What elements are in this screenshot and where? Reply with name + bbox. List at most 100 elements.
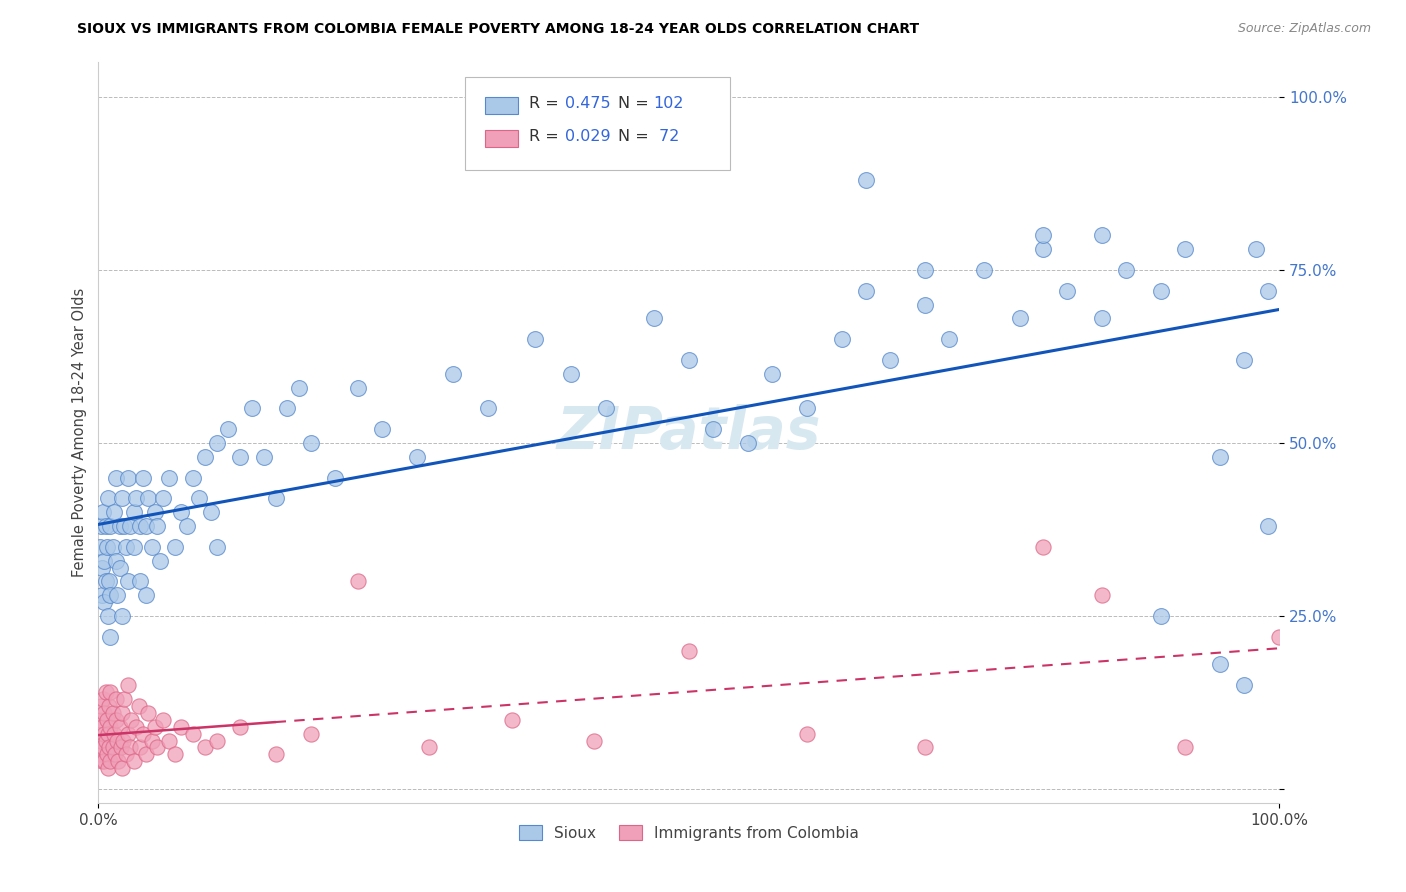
Point <box>1115 263 1137 277</box>
Point <box>125 720 148 734</box>
Point <box>94 733 117 747</box>
Point <box>90 733 112 747</box>
Point <box>583 733 606 747</box>
Point <box>136 706 159 720</box>
Point <box>1032 540 1054 554</box>
Point <box>112 519 135 533</box>
Point <box>89 540 111 554</box>
Point <box>97 609 120 624</box>
Point <box>143 505 166 519</box>
Point <box>91 740 114 755</box>
Point <box>122 754 145 768</box>
Point <box>501 713 523 727</box>
Point <box>276 401 298 416</box>
Point <box>831 332 853 346</box>
Point <box>1174 242 1197 256</box>
Point <box>107 754 129 768</box>
Point <box>702 422 724 436</box>
Point <box>112 733 135 747</box>
Point <box>105 692 128 706</box>
Point <box>1257 284 1279 298</box>
Point <box>128 698 150 713</box>
Point <box>128 574 150 589</box>
Point <box>1209 450 1232 464</box>
Point <box>128 519 150 533</box>
Point <box>101 740 124 755</box>
Text: 72: 72 <box>654 129 679 144</box>
Text: R =: R = <box>530 95 564 111</box>
Point <box>181 470 204 484</box>
Text: 102: 102 <box>654 95 683 111</box>
Point <box>135 747 157 762</box>
Point <box>101 540 124 554</box>
Point <box>879 353 901 368</box>
Point <box>796 401 818 416</box>
Point <box>146 519 169 533</box>
Point <box>114 540 136 554</box>
Point <box>91 720 114 734</box>
Y-axis label: Female Poverty Among 18-24 Year Olds: Female Poverty Among 18-24 Year Olds <box>72 288 87 577</box>
Point <box>135 519 157 533</box>
Point <box>105 588 128 602</box>
Point <box>205 733 228 747</box>
Point <box>111 609 134 624</box>
Legend: Sioux, Immigrants from Colombia: Sioux, Immigrants from Colombia <box>513 819 865 847</box>
Point <box>96 713 118 727</box>
Point <box>122 505 145 519</box>
Point <box>97 491 120 506</box>
Point <box>1091 311 1114 326</box>
Point <box>347 574 370 589</box>
Point <box>181 726 204 740</box>
Point <box>205 540 228 554</box>
Point <box>108 519 131 533</box>
Text: N =: N = <box>619 129 654 144</box>
Point <box>165 747 187 762</box>
Point <box>91 588 114 602</box>
Bar <box>485 130 517 147</box>
Point <box>299 726 322 740</box>
Point <box>149 554 172 568</box>
Point <box>229 450 252 464</box>
Point <box>108 720 131 734</box>
Point <box>299 436 322 450</box>
Text: SIOUX VS IMMIGRANTS FROM COLOMBIA FEMALE POVERTY AMONG 18-24 YEAR OLDS CORRELATI: SIOUX VS IMMIGRANTS FROM COLOMBIA FEMALE… <box>77 22 920 37</box>
Point <box>1174 740 1197 755</box>
Point <box>170 720 193 734</box>
Point <box>89 713 111 727</box>
Point <box>418 740 440 755</box>
Point <box>111 491 134 506</box>
Point <box>157 470 180 484</box>
Point <box>441 367 464 381</box>
Point <box>97 726 120 740</box>
Point <box>938 332 960 346</box>
Point <box>217 422 239 436</box>
Point <box>91 505 114 519</box>
Point <box>105 713 128 727</box>
Point <box>737 436 759 450</box>
Point <box>855 284 877 298</box>
Point <box>120 740 142 755</box>
Point <box>93 754 115 768</box>
Point <box>165 540 187 554</box>
Text: 0.029: 0.029 <box>565 129 610 144</box>
Point <box>323 470 346 484</box>
Point <box>105 554 128 568</box>
Point <box>103 505 125 519</box>
FancyBboxPatch shape <box>464 78 730 169</box>
Point <box>105 470 128 484</box>
Point <box>200 505 222 519</box>
Point <box>643 311 665 326</box>
Point <box>371 422 394 436</box>
Point <box>141 733 163 747</box>
Point <box>105 733 128 747</box>
Point <box>90 519 112 533</box>
Point <box>347 381 370 395</box>
Point <box>103 726 125 740</box>
Point <box>117 470 139 484</box>
Point <box>96 747 118 762</box>
Point <box>1257 519 1279 533</box>
Point <box>135 588 157 602</box>
Point <box>136 491 159 506</box>
Point <box>595 401 617 416</box>
Point <box>117 726 139 740</box>
